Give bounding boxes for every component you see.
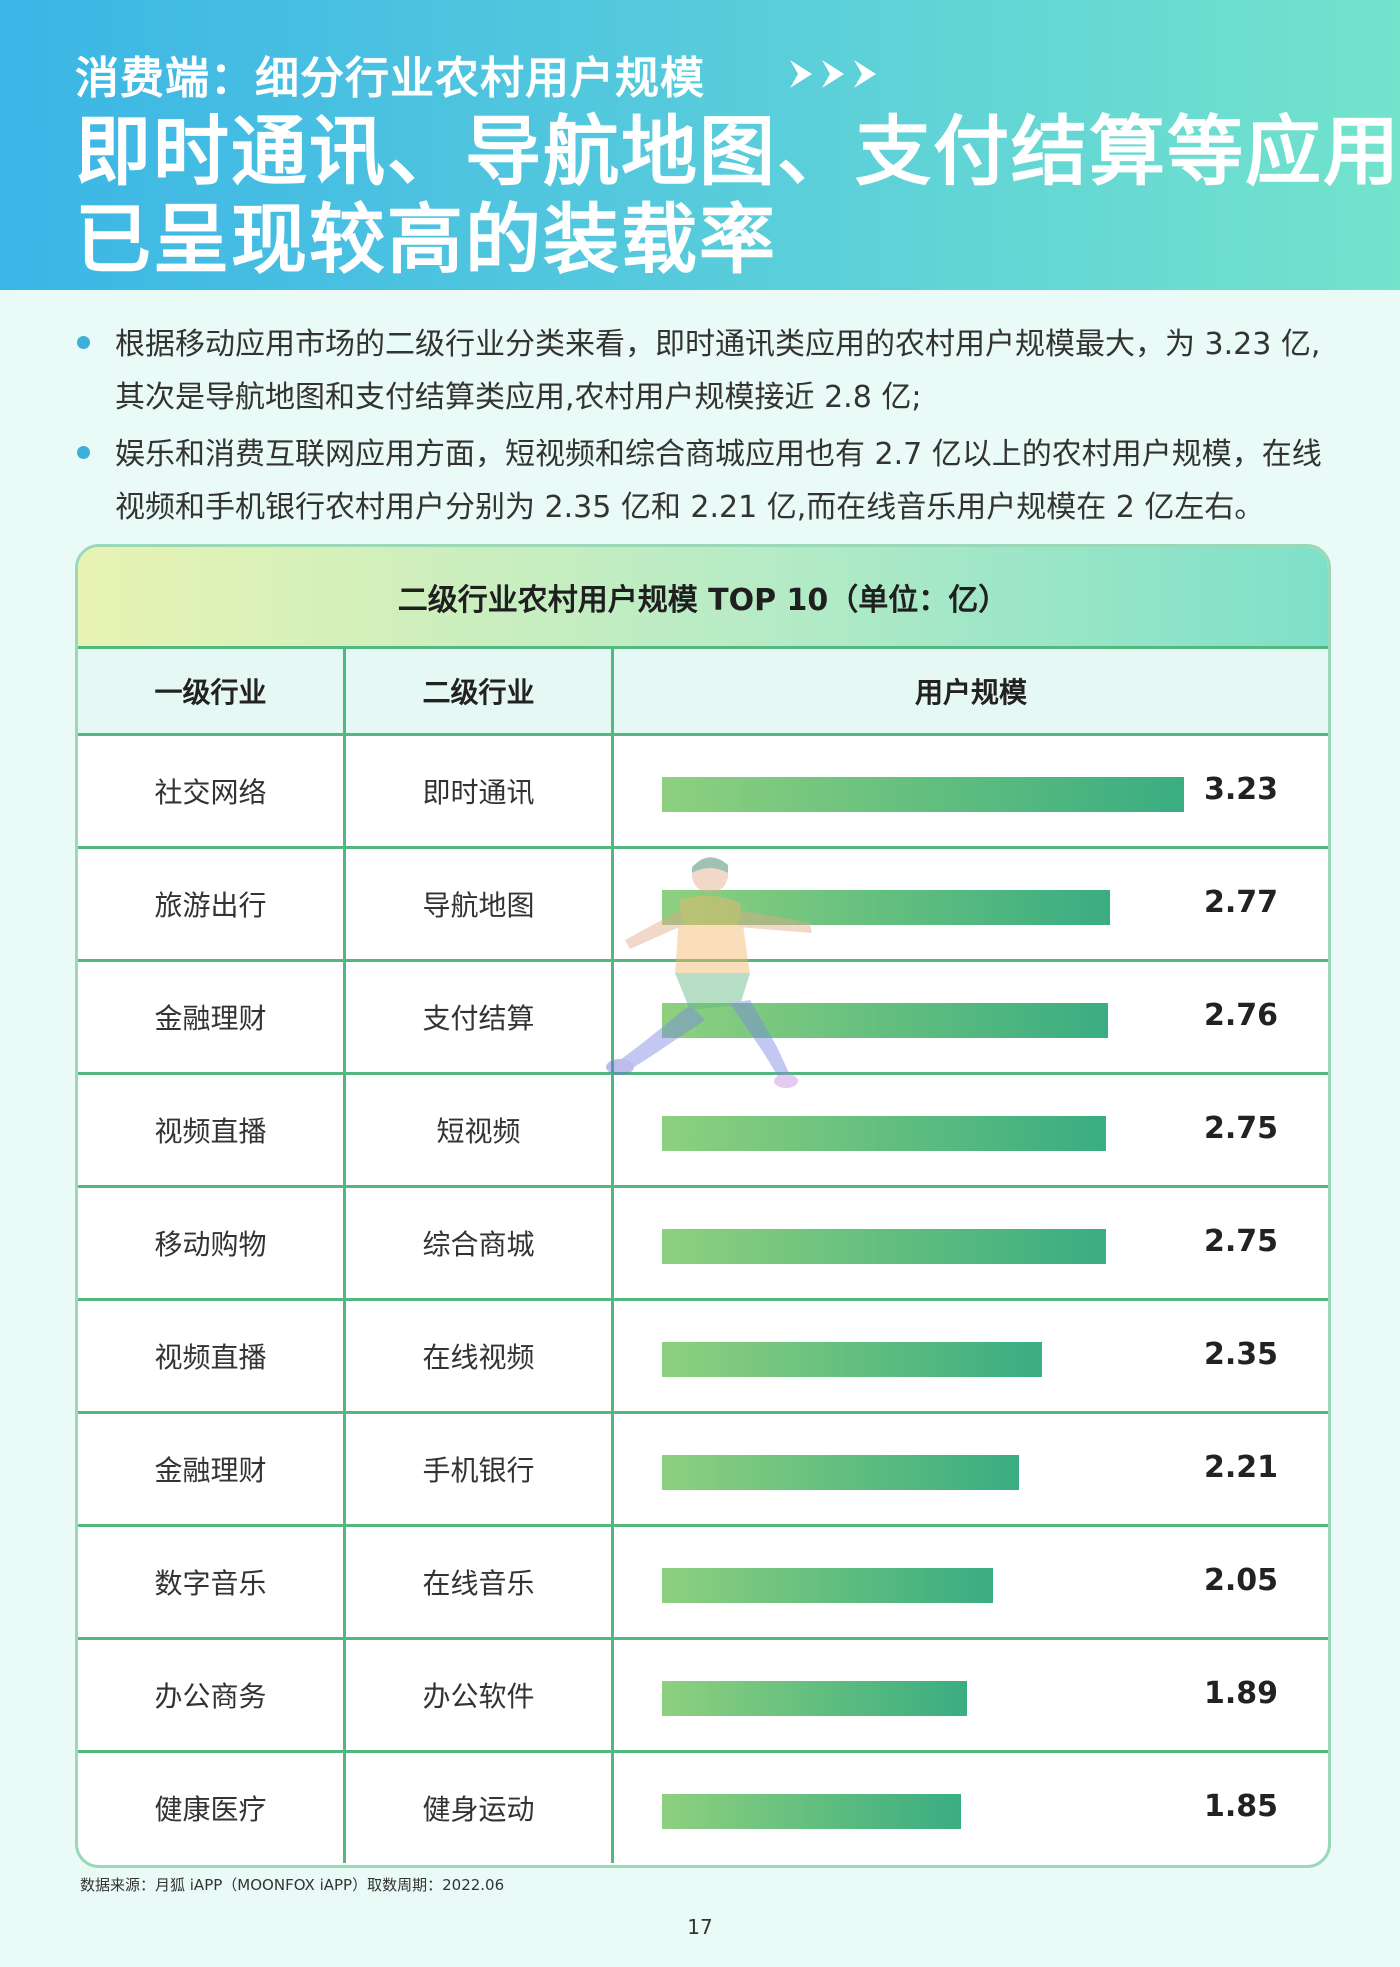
table-body: 社交网络 即时通讯 3.23 旅游出行 导航地图 2.77 金融理财 支付结算 2.76 视频直播… <box>78 736 1328 1863</box>
header-user-scale: 用户规模 <box>914 676 1027 709</box>
table-row: 视频直播 短视频 2.75 <box>78 1075 1328 1188</box>
value-label: 2.05 <box>1203 1563 1278 1598</box>
header-secondary-industry: 二级行业 <box>346 649 614 733</box>
bullet-text: 娱乐和消费互联网应用方面，短视频和综合商城应用也有 2.7 亿以上的农村用户规模… <box>115 437 1322 525</box>
page-headline: 即时通讯、导航地图、支付结算等应用 已呈现较高的装载率 <box>75 108 1400 284</box>
primary-industry-cell: 移动购物 <box>78 1188 346 1298</box>
headline-line-2: 已呈现较高的装载率 <box>75 195 777 284</box>
secondary-industry-cell: 支付结算 <box>346 962 614 1072</box>
user-scale-cell: 2.77 <box>614 849 1328 959</box>
primary-industry-cell: 视频直播 <box>78 1075 346 1185</box>
primary-industry-cell: 旅游出行 <box>78 849 346 959</box>
primary-industry-cell: 健康医疗 <box>78 1753 346 1863</box>
running-person-illustration <box>606 857 812 1088</box>
summary-bullets: 根据移动应用市场的二级行业分类来看，即时通讯类应用的农村用户规模最大，为 3.2… <box>75 318 1335 538</box>
data-source-note: 数据来源：月狐 iAPP（MOONFOX iAPP）取数周期：2022.06 <box>80 1876 505 1894</box>
primary-industry-cell: 社交网络 <box>78 736 346 846</box>
primary-industry-cell: 数字音乐 <box>78 1527 346 1637</box>
bullet-item: 娱乐和消费互联网应用方面，短视频和综合商城应用也有 2.7 亿以上的农村用户规模… <box>75 428 1335 534</box>
value-label: 3.23 <box>1203 772 1278 807</box>
secondary-industry-cell: 在线音乐 <box>346 1527 614 1637</box>
user-scale-cell: 2.75 <box>614 1075 1328 1185</box>
headline-line-1: 即时通讯、导航地图、支付结算等应用 <box>75 107 1400 196</box>
user-scale-cell: 2.05 <box>614 1527 1328 1637</box>
secondary-industry-cell: 综合商城 <box>346 1188 614 1298</box>
value-label: 2.35 <box>1203 1337 1278 1372</box>
table-row: 健康医疗 健身运动 1.85 <box>78 1753 1328 1863</box>
secondary-industry-cell: 办公软件 <box>346 1640 614 1750</box>
user-scale-cell: 2.21 <box>614 1414 1328 1524</box>
secondary-industry-cell: 导航地图 <box>346 849 614 959</box>
value-bar <box>662 1681 967 1716</box>
table-header-row: 一级行业 二级行业 用户规模 <box>78 649 1328 736</box>
section-kicker: 消费端：细分行业农村用户规模 <box>75 53 705 104</box>
value-bar <box>662 1568 993 1603</box>
header-primary-industry: 一级行业 <box>78 649 346 733</box>
secondary-industry-cell: 短视频 <box>346 1075 614 1185</box>
secondary-industry-cell: 健身运动 <box>346 1753 614 1863</box>
value-label: 1.85 <box>1203 1789 1278 1824</box>
value-label: 2.75 <box>1203 1224 1278 1259</box>
page-header: 消费端：细分行业农村用户规模 即时通讯、导航地图、支付结算等应用 已呈现较高的装… <box>0 0 1400 290</box>
value-bar <box>662 1794 961 1829</box>
value-label: 2.76 <box>1203 998 1278 1033</box>
table-row: 社交网络 即时通讯 3.23 <box>78 736 1328 849</box>
ranking-table-card: 二级行业农村用户规模 TOP 10（单位：亿） 一级行业 二级行业 用户规模 社… <box>75 544 1331 1868</box>
value-label: 2.21 <box>1203 1450 1278 1485</box>
bullet-dot-icon <box>77 446 90 459</box>
value-label: 2.75 <box>1203 1111 1278 1146</box>
secondary-industry-cell: 即时通讯 <box>346 736 614 846</box>
bullet-text: 根据移动应用市场的二级行业分类来看，即时通讯类应用的农村用户规模最大，为 3.2… <box>115 327 1321 415</box>
user-scale-cell: 1.89 <box>614 1640 1328 1750</box>
triple-chevron-right-icon <box>790 60 876 88</box>
table-row: 视频直播 在线视频 2.35 <box>78 1301 1328 1414</box>
user-scale-cell: 3.23 <box>614 736 1328 846</box>
value-label: 1.89 <box>1203 1676 1278 1711</box>
table-row: 移动购物 综合商城 2.75 <box>78 1188 1328 1301</box>
value-bar <box>662 890 1110 925</box>
user-scale-cell: 2.76 <box>614 962 1328 1072</box>
user-scale-cell: 1.85 <box>614 1753 1328 1863</box>
table-title: 二级行业农村用户规模 TOP 10（单位：亿） <box>78 547 1328 649</box>
primary-industry-cell: 办公商务 <box>78 1640 346 1750</box>
primary-industry-cell: 视频直播 <box>78 1301 346 1411</box>
value-label: 2.77 <box>1203 885 1278 920</box>
value-bar <box>662 777 1184 812</box>
value-bar <box>662 1342 1042 1377</box>
value-bar <box>662 1229 1106 1264</box>
table-row: 数字音乐 在线音乐 2.05 <box>78 1527 1328 1640</box>
page-number: 17 <box>687 1915 713 1939</box>
primary-industry-cell: 金融理财 <box>78 962 346 1072</box>
user-scale-cell: 2.75 <box>614 1188 1328 1298</box>
table-row: 办公商务 办公软件 1.89 <box>78 1640 1328 1753</box>
primary-industry-cell: 金融理财 <box>78 1414 346 1524</box>
table-row: 旅游出行 导航地图 2.77 <box>78 849 1328 962</box>
table-row: 金融理财 手机银行 2.21 <box>78 1414 1328 1527</box>
secondary-industry-cell: 手机银行 <box>346 1414 614 1524</box>
value-bar <box>662 1003 1108 1038</box>
value-bar <box>662 1116 1106 1151</box>
table-row: 金融理财 支付结算 2.76 <box>78 962 1328 1075</box>
secondary-industry-cell: 在线视频 <box>346 1301 614 1411</box>
bullet-dot-icon <box>77 336 90 349</box>
value-bar <box>662 1455 1019 1490</box>
user-scale-cell: 2.35 <box>614 1301 1328 1411</box>
bullet-item: 根据移动应用市场的二级行业分类来看，即时通讯类应用的农村用户规模最大，为 3.2… <box>75 318 1335 424</box>
